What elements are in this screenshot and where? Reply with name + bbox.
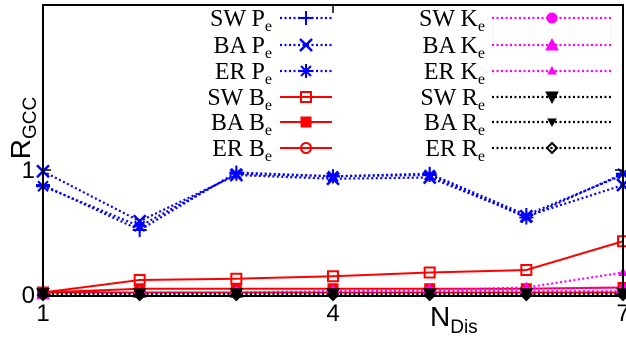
- legend-entry-5: ER Be: [212, 136, 332, 165]
- legend-marker: [299, 64, 313, 78]
- legend-marker: [300, 116, 312, 128]
- series-lines: [42, 170, 624, 297]
- legend-label: BA Ke: [423, 33, 485, 62]
- data-point-11-5: [519, 288, 533, 302]
- legend-label: BA Re: [424, 110, 485, 139]
- legend-label: BA Be: [211, 110, 272, 139]
- legend-marker: [546, 12, 558, 24]
- legend-label: ER Ke: [424, 59, 485, 88]
- legend-marker: [545, 141, 559, 155]
- legend-entry-0: SW Pe: [210, 6, 332, 35]
- legend-label: ER Pe: [215, 59, 272, 88]
- data-point-11-2: [229, 288, 243, 302]
- data-point-11-1: [133, 288, 147, 302]
- legend-entry-7: BA Ke: [423, 33, 612, 62]
- y-tick-label: 0: [22, 282, 35, 309]
- legend-marker: [547, 118, 557, 128]
- data-point-2-2: [229, 166, 244, 181]
- legend-label: ER Be: [212, 136, 272, 165]
- legend-marker: [545, 91, 559, 105]
- data-point-3-4: [423, 266, 436, 279]
- legend-label: ER Re: [425, 136, 485, 165]
- legend-entry-10: BA Re: [424, 110, 612, 139]
- legend-label: SW Pe: [210, 6, 272, 35]
- legend-marker: [545, 37, 559, 51]
- data-point-2-5: [519, 210, 534, 225]
- data-point-11-4: [423, 288, 437, 302]
- legend-label: BA Pe: [214, 33, 272, 62]
- legend-entry-6: SW Ke: [419, 6, 612, 35]
- series-markers: [36, 164, 626, 302]
- legend-marker: [300, 91, 312, 103]
- y-axis-label: RGCC: [5, 97, 41, 159]
- legend-entry-3: SW Be: [207, 85, 332, 114]
- data-point-3-3: [327, 270, 339, 283]
- legend-label: SW Re: [420, 85, 485, 114]
- legend-label: SW Be: [207, 85, 272, 114]
- x-tick-label: 1: [36, 300, 49, 327]
- data-point-11-3: [326, 288, 340, 302]
- legend-entry-8: ER Ke: [424, 59, 612, 88]
- legend-entry-9: SW Re: [420, 85, 612, 114]
- legend-entry-11: ER Re: [425, 136, 612, 165]
- legend-entry-4: BA Be: [211, 110, 332, 139]
- data-point-2-1: [132, 219, 147, 234]
- data-point-2-4: [422, 168, 437, 182]
- data-point-11-0: [36, 288, 50, 302]
- x-tick-label: 4: [326, 300, 339, 327]
- y-tick-label: 1: [22, 157, 35, 184]
- legend-marker: [547, 65, 557, 75]
- legend-marker: [299, 11, 313, 25]
- series-line-3: [42, 240, 624, 294]
- data-point-3-5: [520, 264, 533, 276]
- legend-marker: [299, 38, 313, 52]
- plot-frame: [42, 4, 624, 297]
- x-axis-label: NDis: [430, 301, 478, 338]
- legend-entry-1: BA Pe: [214, 33, 332, 62]
- x-tick-label: 7: [616, 300, 626, 327]
- legend-label: SW Ke: [419, 6, 485, 35]
- legend-entry-2: ER Pe: [215, 59, 332, 88]
- data-point-1-6: [616, 178, 626, 192]
- data-point-2-3: [326, 169, 340, 184]
- data-point-11-6: [616, 288, 626, 302]
- axis-ticks: 1 4 701: [22, 5, 626, 327]
- legend-marker: [300, 142, 312, 154]
